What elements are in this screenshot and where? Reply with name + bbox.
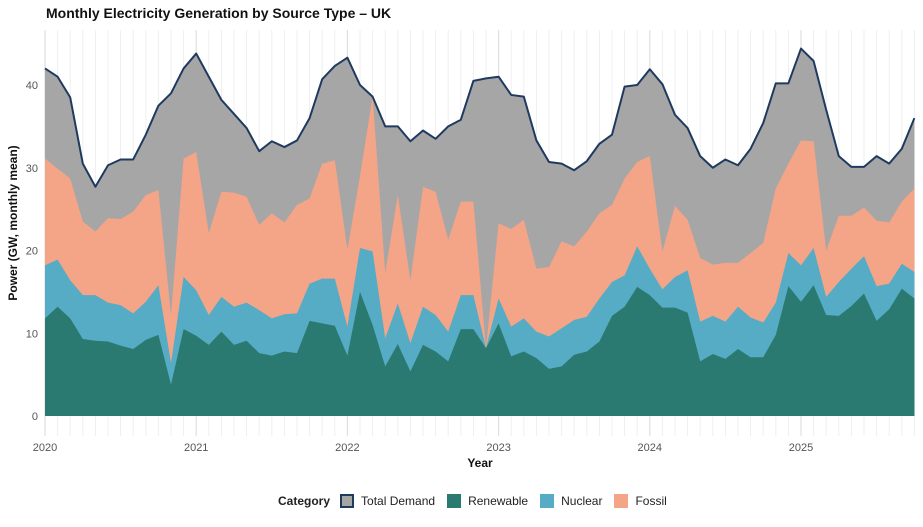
x-tick-label: 2021: [184, 442, 208, 454]
y-tick-label: 30: [26, 163, 38, 175]
areas: [44, 47, 916, 417]
x-axis-label: Year: [467, 456, 493, 470]
legend-label: Renewable: [468, 494, 529, 508]
y-axis-label: Power (GW, monthly mean): [6, 145, 20, 300]
y-tick-label: 10: [26, 328, 38, 340]
x-tick-label: 2025: [789, 442, 813, 454]
axes: Year Power (GW, monthly mean) 0 10 20 30 40 2…: [6, 80, 813, 470]
y-tick-label: 20: [26, 246, 38, 258]
legend: Category Total Demand Renewable Nuclear …: [278, 494, 679, 508]
x-tick-label: 2020: [33, 442, 57, 454]
legend-swatch: [447, 494, 462, 508]
y-tick-label: 0: [32, 411, 38, 423]
legend-title: Category: [278, 494, 331, 508]
legend-item-fossil: Fossil: [614, 494, 667, 508]
legend-label: Total Demand: [361, 494, 436, 508]
legend-swatch: [540, 494, 555, 508]
area-renewable: [45, 285, 915, 416]
x-tick-label: 2022: [335, 442, 359, 454]
chart-title: Monthly Electricity Generation by Source…: [46, 5, 392, 21]
x-tick-label: 2023: [486, 442, 510, 454]
legend-label: Fossil: [635, 494, 667, 508]
x-tick-label: 2024: [638, 442, 662, 454]
legend-swatch: [614, 494, 629, 508]
y-tick-label: 40: [26, 80, 38, 92]
legend-item-total-demand: Total Demand: [340, 494, 435, 508]
legend-item-nuclear: Nuclear: [540, 494, 602, 508]
line-total-demand: [44, 47, 916, 188]
legend-label: Nuclear: [561, 494, 603, 508]
legend-item-renewable: Renewable: [447, 494, 528, 508]
legend-swatch: [340, 494, 355, 508]
